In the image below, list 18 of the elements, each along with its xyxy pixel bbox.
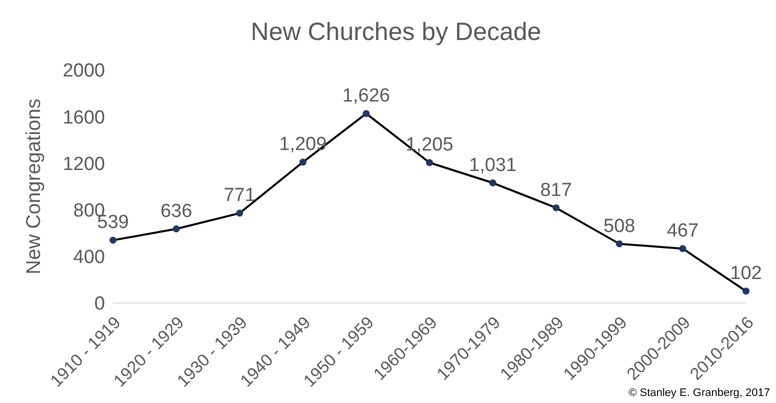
y-tick-label: 400 — [73, 247, 105, 268]
text: © Stanley E. Granberg, 2017 — [628, 387, 770, 399]
text: 467 — [666, 220, 699, 242]
text: 636 — [160, 200, 192, 222]
y-tick-label: 1600 — [62, 107, 105, 128]
text: 1,205 — [406, 134, 454, 156]
y-tick-label: 0 — [94, 294, 105, 315]
y-tick-label: 1200 — [62, 154, 105, 175]
y-tick-label: 2000 — [62, 60, 105, 82]
text: 1,209 — [279, 134, 327, 156]
text: 508 — [604, 216, 636, 237]
text: 817 — [540, 180, 572, 201]
text: 771 — [224, 185, 256, 206]
text: 102 — [730, 263, 762, 284]
y-axis-title: New Congregations — [23, 98, 46, 274]
text: 1,626 — [342, 86, 390, 107]
text: 1,031 — [469, 154, 517, 176]
chart-title: New Churches by Decade — [250, 18, 542, 47]
